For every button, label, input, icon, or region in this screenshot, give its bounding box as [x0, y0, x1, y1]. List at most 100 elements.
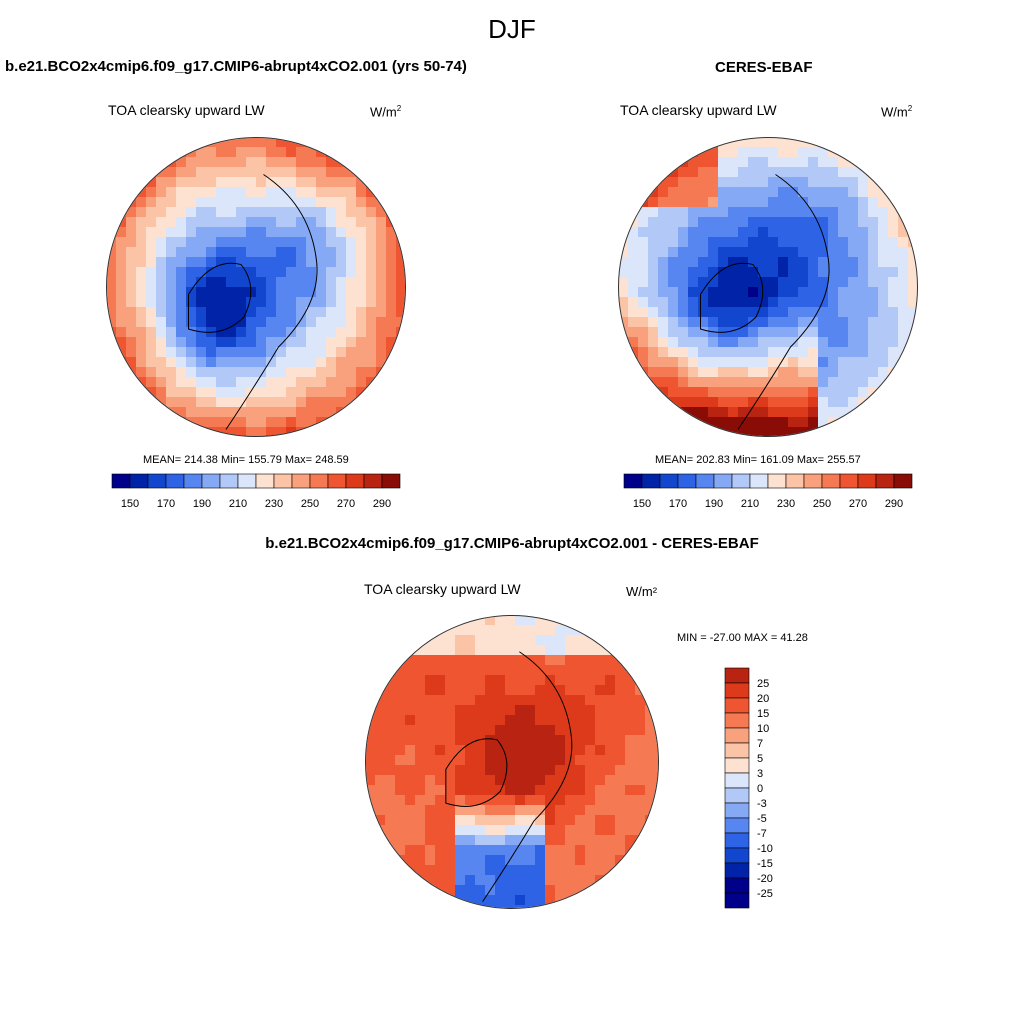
map-cell — [525, 705, 536, 716]
map-cell — [788, 247, 799, 258]
map-cell — [216, 207, 227, 218]
map-cell — [708, 377, 719, 388]
map-cell — [828, 257, 839, 268]
map-cell — [908, 257, 917, 268]
map-cell — [585, 705, 596, 716]
map-cell — [336, 307, 347, 318]
colorbar-tick-label: 250 — [301, 498, 319, 510]
map-cell — [136, 207, 147, 218]
map-cell — [758, 297, 769, 308]
diff-units-label: W/m² — [626, 584, 658, 599]
colorbar-swatch — [724, 817, 750, 834]
map-cell — [266, 257, 277, 268]
map-cell — [595, 665, 606, 676]
map-cell — [485, 795, 496, 806]
map-cell — [788, 157, 799, 168]
map-cell — [266, 247, 277, 258]
map-cell — [628, 317, 639, 328]
map-cell — [868, 187, 879, 198]
coastline — [482, 651, 573, 902]
map-cell — [246, 377, 257, 388]
map-cell — [316, 257, 327, 268]
map-cell — [648, 197, 659, 208]
map-cell — [156, 307, 167, 318]
map-cell — [555, 795, 566, 806]
map-cell — [898, 287, 909, 298]
map-cell — [858, 257, 869, 268]
map-cell — [206, 157, 217, 168]
map-cell — [778, 407, 789, 418]
map-cell — [216, 357, 227, 368]
colorbar-tick-label: -15 — [757, 858, 773, 870]
map-cell — [136, 387, 147, 398]
map-cell — [425, 885, 436, 896]
map-cell — [798, 377, 809, 388]
map-boundary — [618, 137, 918, 437]
map-cell — [445, 685, 456, 696]
map-cell — [236, 377, 247, 388]
map-cell — [525, 875, 536, 886]
map-cell — [405, 725, 416, 736]
map-cell — [585, 655, 596, 666]
colorbar-tick-label: 170 — [157, 498, 175, 510]
map-cell — [425, 795, 436, 806]
map-cell — [625, 685, 636, 696]
map-cell — [405, 845, 416, 856]
map-cell — [535, 625, 546, 636]
map-cell — [266, 337, 277, 348]
map-cell — [505, 625, 516, 636]
map-cell — [868, 237, 879, 248]
map-cell — [545, 845, 556, 856]
map-cell — [485, 865, 496, 876]
map-cell — [738, 387, 749, 398]
map-cell — [176, 317, 187, 328]
map-cell — [246, 227, 257, 238]
map-cell — [495, 865, 506, 876]
map-cell — [296, 237, 307, 248]
map-cell — [276, 217, 287, 228]
map-cell — [708, 197, 719, 208]
map-cell — [655, 705, 658, 716]
map-cell — [435, 685, 446, 696]
map-cell — [266, 237, 277, 248]
map-cell — [226, 427, 237, 436]
map-cell — [425, 875, 436, 886]
colorbar-swatch — [695, 473, 715, 489]
map-cell — [276, 337, 287, 348]
map-cell — [798, 297, 809, 308]
map-cell — [668, 207, 679, 218]
colorbar-swatch — [111, 473, 131, 489]
map-cell — [828, 177, 839, 188]
map-cell — [668, 167, 679, 178]
map-cell — [216, 197, 227, 208]
map-cell — [575, 875, 586, 886]
map-cell — [405, 685, 416, 696]
map-cell — [256, 217, 267, 228]
map-cell — [405, 825, 416, 836]
map-cell — [385, 685, 396, 696]
map-cell — [455, 695, 466, 706]
map-cell — [356, 247, 367, 258]
map-cell — [838, 187, 849, 198]
colorbar-tick-label: 170 — [669, 498, 687, 510]
map-cell — [525, 745, 536, 756]
map-cell — [605, 795, 616, 806]
map-cell — [515, 616, 526, 626]
map-cell — [768, 207, 779, 218]
map-cell — [668, 227, 679, 238]
map-cell — [585, 865, 596, 876]
map-cell — [296, 397, 307, 408]
map-cell — [908, 347, 917, 358]
map-cell — [678, 417, 689, 428]
map-cell — [778, 197, 789, 208]
map-cell — [276, 187, 287, 198]
map-cell — [386, 337, 397, 348]
map-cell — [405, 785, 416, 796]
map-cell — [678, 307, 689, 318]
map-cell — [808, 257, 819, 268]
map-cell — [828, 407, 839, 418]
map-cell — [385, 715, 396, 726]
map-cell — [878, 327, 889, 338]
map-cell — [818, 227, 829, 238]
map-cell — [256, 347, 267, 358]
